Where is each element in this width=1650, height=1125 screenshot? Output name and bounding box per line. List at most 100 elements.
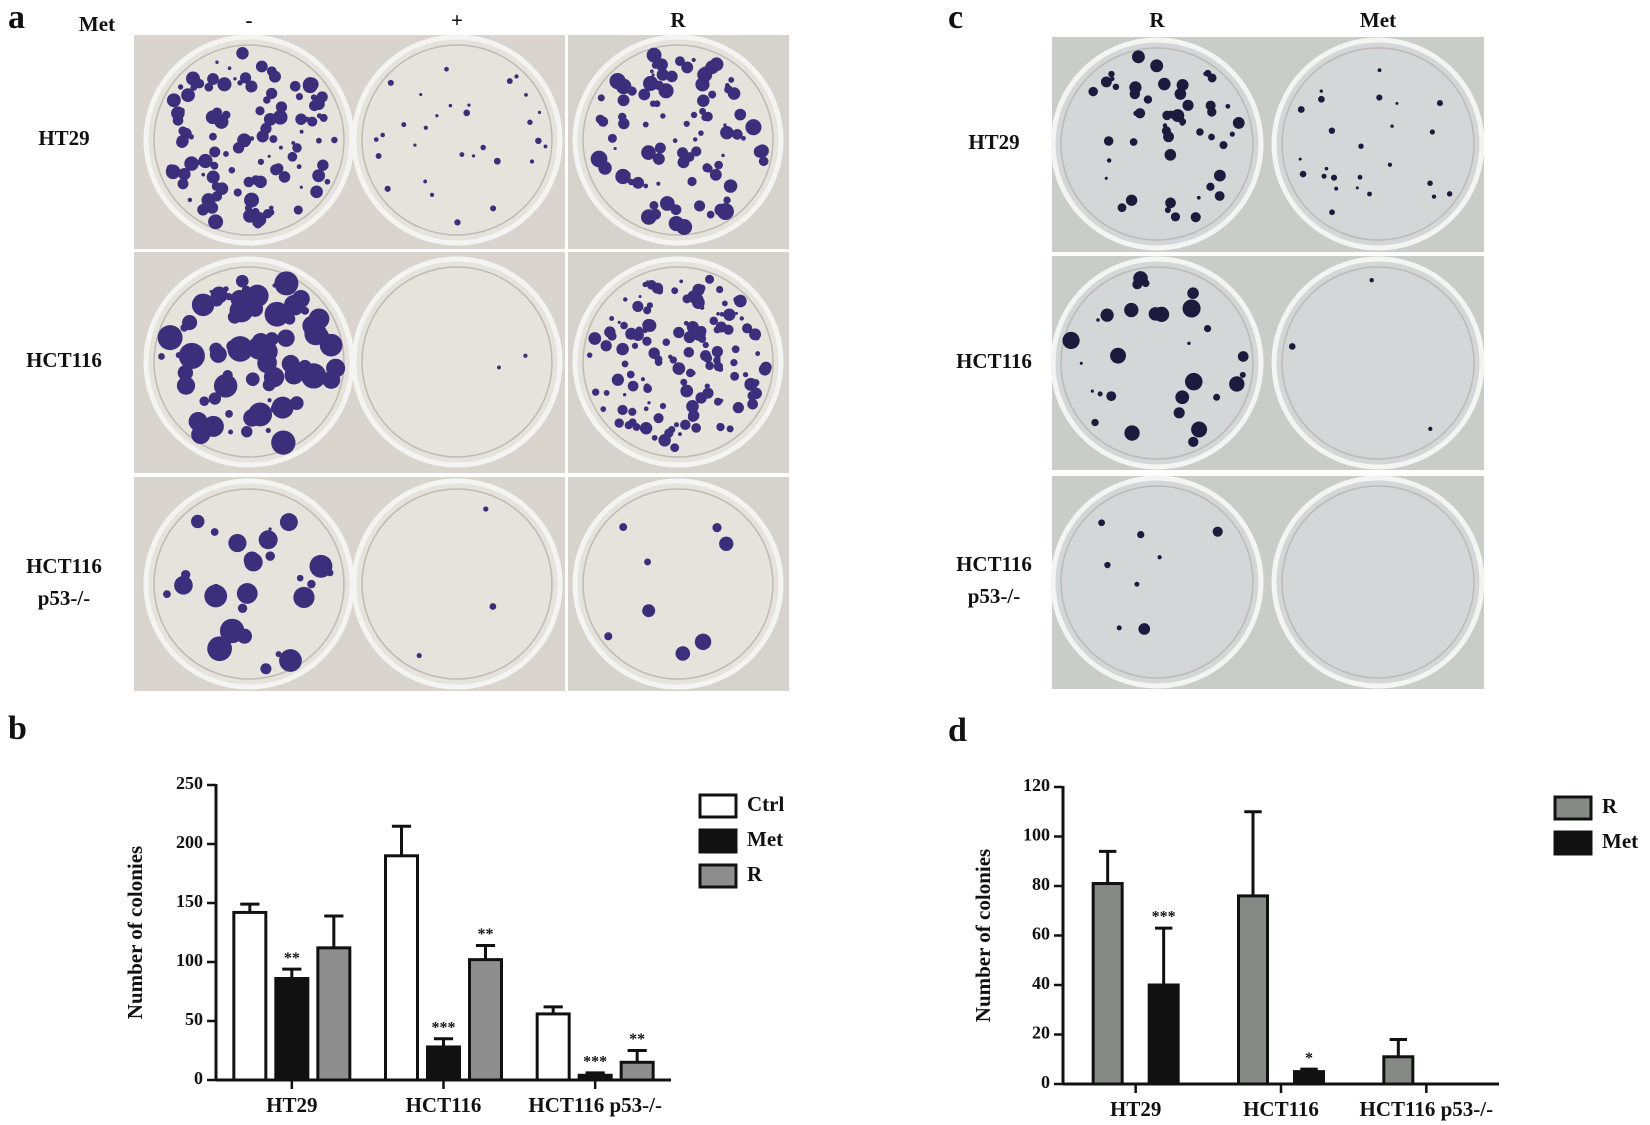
- colony: [640, 377, 646, 382]
- colony: [177, 84, 184, 90]
- legend-label: Ctrl: [747, 792, 784, 816]
- colony: [207, 636, 232, 662]
- colony: [287, 355, 291, 359]
- colony: [652, 289, 657, 293]
- colony: [617, 94, 630, 107]
- colony: [1298, 157, 1302, 161]
- colony: [671, 287, 679, 295]
- colony: [723, 179, 738, 193]
- y-tick-label: 20: [1032, 1023, 1050, 1043]
- legend-swatch: [1553, 830, 1593, 856]
- legend-swatch: [698, 863, 738, 889]
- colony: [638, 88, 651, 101]
- colony: [709, 57, 724, 72]
- bar: [274, 977, 310, 1082]
- colony: [1187, 341, 1191, 346]
- colony: [435, 114, 439, 118]
- colony: [489, 603, 497, 610]
- colony: [642, 336, 652, 346]
- colony: [755, 144, 769, 158]
- colony: [219, 618, 245, 644]
- colony: [642, 121, 649, 128]
- colony: [1088, 86, 1098, 97]
- colony: [1207, 73, 1217, 83]
- colony: [616, 350, 621, 354]
- colony: [273, 163, 284, 174]
- colony: [302, 78, 318, 94]
- colony: [493, 157, 501, 165]
- colony: [1112, 83, 1120, 91]
- colony: [1328, 127, 1336, 134]
- colony: [677, 156, 690, 169]
- colony: [1125, 194, 1138, 206]
- colony: [598, 161, 612, 175]
- colony: [181, 88, 195, 102]
- well: [1271, 475, 1485, 689]
- legend-label: Met: [1602, 829, 1638, 853]
- colony: [709, 316, 718, 326]
- colony: [429, 192, 435, 198]
- colony: [529, 159, 535, 164]
- colony: [1427, 180, 1433, 186]
- column-label: -: [246, 8, 253, 32]
- colony: [702, 341, 709, 349]
- colony: [1134, 108, 1146, 119]
- colony: [1229, 376, 1245, 392]
- colony: [651, 434, 658, 441]
- colony: [209, 289, 213, 294]
- colony: [1229, 131, 1235, 137]
- colony: [199, 396, 210, 406]
- colony: [301, 306, 310, 315]
- colony: [423, 179, 428, 184]
- y-tick-label: 80: [1032, 874, 1050, 894]
- colony: [1213, 393, 1221, 401]
- well-rim: [361, 266, 553, 458]
- colony: [281, 354, 300, 373]
- row-label-line: p53-/-: [38, 586, 91, 610]
- colony: [237, 603, 248, 613]
- colony: [683, 347, 695, 358]
- colony: [734, 108, 747, 121]
- colony: [262, 353, 269, 360]
- colony: [615, 168, 631, 185]
- colony: [642, 327, 648, 334]
- colony: [1162, 110, 1172, 121]
- colony: [717, 366, 724, 372]
- colony: [1369, 278, 1374, 283]
- colony: [243, 176, 254, 188]
- colony: [1205, 100, 1216, 111]
- y-tick-label: 50: [185, 1009, 203, 1029]
- colony: [1387, 162, 1393, 167]
- colony: [268, 70, 281, 83]
- colony: [617, 404, 628, 416]
- colony: [223, 151, 229, 157]
- column-label: +: [451, 8, 463, 32]
- colony: [1062, 331, 1080, 350]
- colony: [651, 73, 655, 77]
- colony: [687, 411, 698, 422]
- colony: [672, 362, 686, 375]
- colony: [279, 649, 302, 672]
- colony: [734, 294, 747, 308]
- colony: [278, 171, 291, 183]
- colony: [235, 274, 249, 288]
- colony: [312, 169, 326, 183]
- colony: [257, 158, 265, 165]
- colony: [627, 380, 639, 392]
- colony: [1185, 372, 1203, 391]
- colony: [307, 579, 316, 589]
- colony: [224, 122, 228, 126]
- legend-label: Met: [747, 827, 783, 851]
- colony: [373, 137, 379, 142]
- colony: [655, 58, 668, 71]
- colony: [1124, 302, 1139, 318]
- colony: [1165, 197, 1176, 209]
- colony: [1143, 95, 1153, 104]
- colony: [627, 86, 637, 96]
- colony: [245, 372, 260, 387]
- colony: [255, 106, 265, 116]
- colony: [251, 212, 267, 227]
- colony: [239, 72, 252, 84]
- colony: [680, 378, 688, 386]
- colony: [1158, 77, 1171, 91]
